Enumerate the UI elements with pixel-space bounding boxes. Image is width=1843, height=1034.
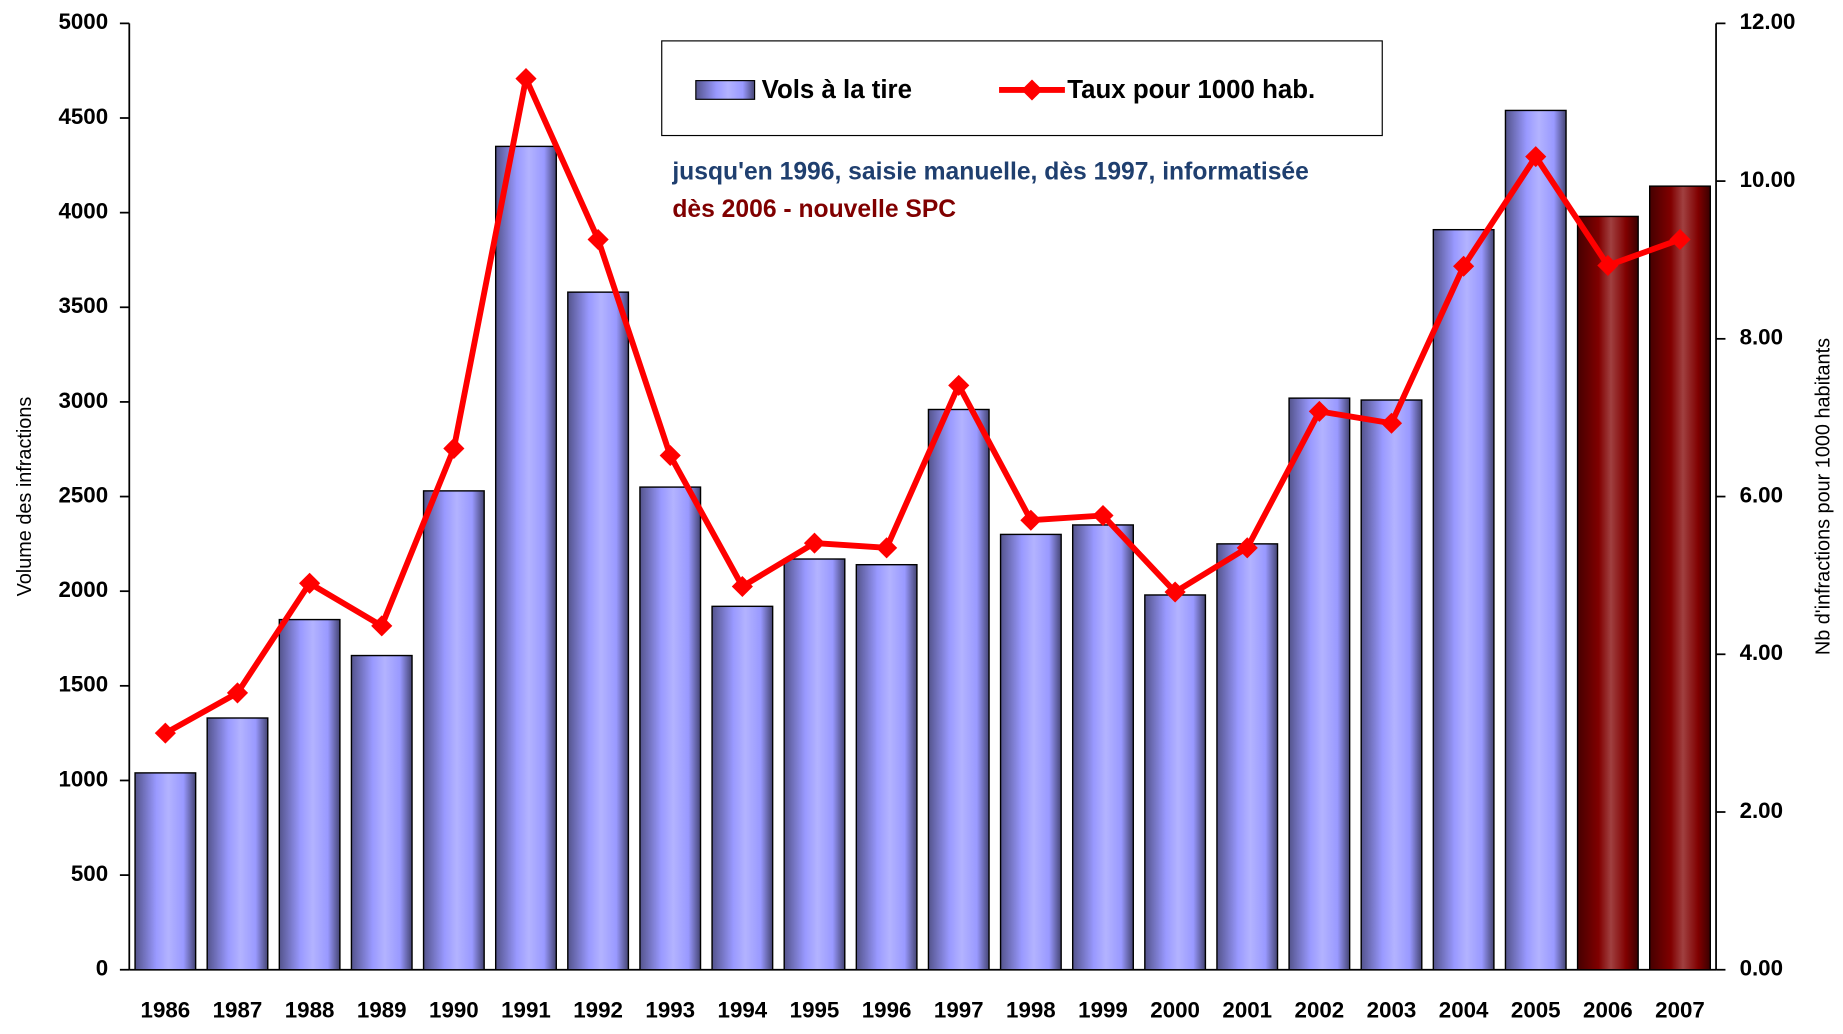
legend-swatch — [695, 80, 756, 100]
x-tick-label: 1997 — [934, 998, 984, 1023]
x-tick-label: 1998 — [1006, 998, 1056, 1023]
y2-tick-label: 2.00 — [1740, 798, 1783, 823]
line-marker — [371, 615, 393, 637]
line-marker — [1020, 509, 1042, 531]
line-marker — [443, 437, 465, 459]
y-tick-label: 0 — [96, 956, 108, 981]
line-marker — [803, 532, 826, 554]
line-marker — [876, 537, 898, 559]
y-tick-label: 3500 — [58, 293, 108, 318]
bar — [206, 717, 269, 971]
x-tick-label: 2005 — [1511, 998, 1561, 1023]
bar — [783, 558, 846, 971]
y-tick-label: 1500 — [58, 672, 108, 697]
line — [163, 75, 1682, 736]
line-marker — [587, 228, 609, 250]
y2-tick-label: 12.00 — [1740, 9, 1796, 34]
bar — [1071, 524, 1134, 971]
annotation: dès 2006 - nouvelle SPC — [672, 196, 956, 223]
line-marker — [731, 575, 753, 597]
line-marker — [1380, 412, 1403, 434]
bar — [350, 654, 413, 971]
annotation: jusqu'en 1996, saisie manuelle, dès 1997… — [671, 158, 1309, 185]
bar — [1648, 185, 1711, 971]
bar — [999, 533, 1062, 971]
bar — [1144, 594, 1207, 971]
x-tick-label: 1986 — [141, 998, 191, 1023]
legend-label: Taux pour 1000 hab. — [1067, 76, 1315, 104]
x-tick-label: 1995 — [790, 998, 840, 1023]
y-tick-label: 3000 — [58, 388, 108, 413]
bar — [855, 563, 918, 971]
line-marker — [948, 374, 970, 396]
line-marker — [515, 68, 537, 90]
line-marker — [1236, 537, 1258, 559]
x-tick-label: 1993 — [645, 998, 695, 1023]
y-tick-label: 2000 — [58, 577, 108, 602]
x-tick-label: 1990 — [429, 998, 479, 1023]
x-tick-label: 2004 — [1439, 998, 1489, 1023]
bar — [1576, 215, 1639, 971]
x-tick-label: 2003 — [1367, 998, 1417, 1023]
y2-axis-title: Nb d'infractions pour 1000 habitants — [1812, 338, 1834, 655]
y-tick-label: 4500 — [58, 104, 108, 129]
legend-label: Vols à la tire — [762, 76, 912, 104]
x-tick-label: 2001 — [1222, 998, 1272, 1023]
x-tick-label: 2007 — [1655, 998, 1705, 1023]
line-marker — [1525, 146, 1547, 168]
bar — [1504, 109, 1567, 971]
x-tick-label: 2000 — [1150, 998, 1200, 1023]
line-marker — [1453, 255, 1475, 277]
x-tick-label: 1996 — [862, 998, 912, 1023]
y-tick-label: 1000 — [58, 766, 108, 791]
x-tick-label: 1987 — [213, 998, 263, 1023]
line-marker — [1092, 504, 1114, 526]
line-marker — [659, 445, 681, 467]
bar — [1288, 397, 1351, 971]
x-tick-label: 1991 — [501, 998, 551, 1023]
y2-tick-label: 10.00 — [1740, 167, 1796, 192]
y-tick-label: 500 — [71, 861, 108, 886]
line-marker — [1308, 400, 1330, 422]
y-tick-label: 5000 — [58, 9, 108, 34]
y-tick-label: 4000 — [58, 199, 108, 224]
x-tick-label: 1989 — [357, 998, 407, 1023]
y2-tick-label: 8.00 — [1740, 325, 1783, 350]
x-tick-label: 2006 — [1583, 998, 1633, 1023]
bar — [278, 618, 341, 971]
bar — [422, 490, 485, 971]
bar — [927, 408, 990, 971]
x-tick-label: 1999 — [1078, 998, 1128, 1023]
y2-tick-label: 4.00 — [1740, 640, 1783, 665]
bar — [639, 486, 702, 971]
line-marker — [154, 722, 176, 744]
bar — [711, 605, 774, 971]
y-tick-label: 2500 — [58, 482, 108, 507]
y-axis-title: Volume des infractions — [14, 397, 36, 597]
x-tick-label: 1992 — [573, 998, 623, 1023]
y2-tick-label: 0.00 — [1740, 956, 1783, 981]
x-tick-label: 2002 — [1295, 998, 1345, 1023]
y2-tick-label: 6.00 — [1740, 482, 1783, 507]
bar — [1432, 228, 1495, 971]
x-tick-label: 1988 — [285, 998, 335, 1023]
bar — [1216, 543, 1279, 971]
x-tick-label: 1994 — [718, 998, 768, 1023]
bar — [1360, 399, 1423, 971]
bar — [567, 291, 630, 971]
bar — [494, 145, 557, 971]
bar — [134, 772, 197, 971]
